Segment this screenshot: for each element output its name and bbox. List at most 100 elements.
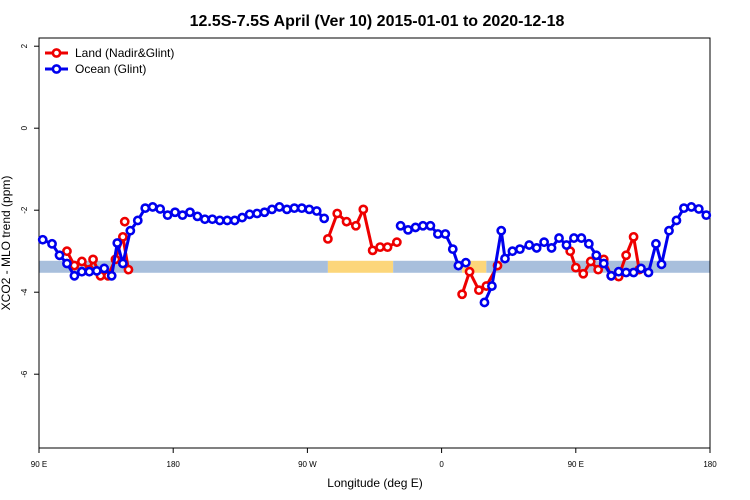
legend-label: Land (Nadir&Glint) (75, 46, 174, 60)
data-point (531, 243, 542, 253)
data-point (281, 204, 292, 215)
data-point (479, 297, 490, 308)
data-point (554, 233, 564, 243)
data-point (323, 233, 333, 244)
y-tick-label: -6 (20, 370, 29, 378)
data-point (358, 204, 369, 215)
data-point (496, 225, 507, 236)
data-point (274, 202, 285, 212)
data-point (244, 209, 255, 220)
data-point (229, 215, 240, 226)
data-point (177, 210, 188, 221)
data-point (84, 266, 95, 277)
x-tick-label: 90 E (568, 460, 584, 469)
data-point (237, 212, 248, 223)
data-point (382, 242, 393, 252)
data-point (76, 256, 87, 267)
data-point (117, 258, 128, 269)
legend: Land (Nadir&Glint) Ocean (Glint) (45, 46, 174, 76)
data-point (117, 231, 128, 242)
legend-label: Ocean (Glint) (75, 62, 146, 76)
data-point (487, 281, 497, 291)
x-tick-label: 180 (167, 460, 181, 469)
data-point (570, 262, 581, 273)
data-point (88, 254, 98, 265)
data-point (319, 213, 330, 224)
data-point (69, 270, 80, 281)
data-point (514, 244, 525, 255)
y-axis-label: XCO2 - MLO trend (ppm) (0, 176, 13, 311)
data-point (576, 233, 587, 243)
data-point (473, 285, 484, 296)
data-point (643, 267, 654, 278)
data-point (628, 231, 639, 242)
data-point (62, 246, 72, 257)
data-point (222, 215, 233, 226)
legend-marker (51, 64, 62, 74)
data-point (155, 204, 166, 214)
data-point (62, 258, 72, 269)
y-tick-label: -2 (20, 206, 29, 214)
series-layer (37, 202, 712, 308)
data-point (207, 214, 218, 225)
data-point (391, 237, 402, 248)
data-point (578, 268, 589, 279)
data-point (170, 207, 180, 218)
data-point (54, 250, 65, 261)
data-point (539, 237, 550, 248)
data-point (686, 202, 697, 212)
data-point (693, 204, 704, 214)
x-tick-label: 90 W (298, 460, 317, 469)
x-tick-label: 90 E (31, 460, 47, 469)
data-point (332, 208, 343, 219)
x-axis: 90 E 180 90 W 0 90 E 180 (31, 448, 717, 469)
data-point (524, 240, 535, 250)
data-point (460, 257, 471, 268)
x-tick-label: 180 (703, 460, 717, 469)
data-point (147, 202, 158, 212)
data-point (140, 203, 151, 214)
data-point (37, 234, 48, 245)
data-point (395, 220, 406, 231)
data-point (457, 289, 468, 300)
data-point (593, 264, 604, 275)
data-point (664, 225, 674, 236)
data-point (91, 265, 102, 276)
data-point (99, 263, 110, 274)
data-point (583, 238, 594, 249)
data-point (304, 204, 315, 215)
data-point (447, 244, 458, 255)
plot-frame (38, 37, 711, 449)
data-point (425, 220, 436, 231)
data-point (679, 203, 689, 214)
series-ocean (37, 202, 712, 308)
data-point (598, 258, 609, 269)
data-point (591, 250, 602, 261)
data-point (561, 240, 572, 250)
x-axis-label: Longitude (deg E) (327, 476, 422, 490)
data-point (162, 210, 173, 221)
data-point (76, 266, 87, 277)
data-point (656, 259, 667, 270)
data-point (636, 263, 646, 274)
data-point (69, 260, 80, 271)
data-point (546, 243, 557, 253)
data-point (464, 266, 475, 277)
data-point (214, 215, 225, 226)
data-point (569, 233, 579, 243)
data-point (440, 229, 451, 239)
data-point (199, 214, 210, 225)
data-point (350, 220, 361, 231)
data-point (621, 267, 632, 278)
data-point (453, 260, 464, 271)
data-point (507, 246, 518, 257)
data-point (500, 253, 510, 264)
y-tick-label: -4 (20, 288, 29, 296)
data-point (112, 238, 123, 248)
data-point (432, 229, 443, 239)
y-tick-label: 0 (20, 125, 29, 130)
y-axis: 2 0 -2 -4 -6 (20, 43, 39, 378)
band-segment (327, 260, 394, 273)
data-point (296, 203, 307, 214)
